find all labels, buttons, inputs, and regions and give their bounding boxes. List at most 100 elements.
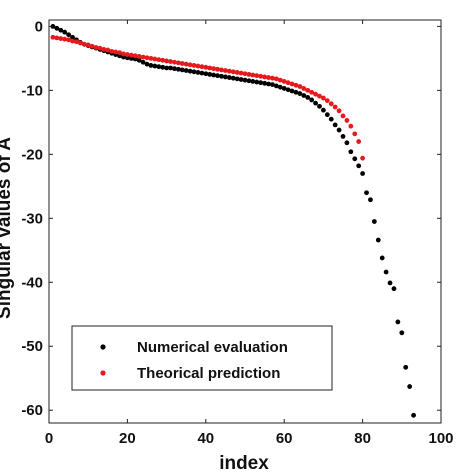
data-point [160, 57, 166, 63]
data-point [262, 80, 267, 86]
data-point [203, 64, 209, 70]
data-point [407, 384, 413, 389]
data-point [324, 112, 330, 118]
data-point [152, 56, 158, 62]
data-point [387, 280, 393, 286]
y-tick-label: -30 [21, 210, 43, 227]
data-point [340, 113, 346, 119]
data-point [383, 269, 389, 275]
data-point [317, 103, 322, 109]
data-point [270, 75, 275, 81]
data-point [344, 118, 350, 123]
series-1 [50, 34, 365, 161]
data-point [191, 63, 197, 68]
data-point [313, 91, 318, 97]
data-point [344, 140, 350, 146]
data-point [254, 79, 260, 85]
data-point [234, 70, 240, 75]
data-point [293, 82, 299, 88]
x-tick-label: 60 [276, 430, 293, 447]
data-point [211, 66, 217, 72]
data-point [58, 36, 64, 41]
data-point [258, 73, 264, 79]
data-point [85, 42, 91, 48]
data-point [368, 197, 373, 203]
data-point [242, 77, 248, 83]
data-point [289, 81, 295, 87]
data-point [266, 75, 271, 80]
data-point [360, 171, 365, 176]
data-point [215, 73, 220, 79]
data-point [136, 57, 142, 63]
data-point [281, 79, 287, 84]
data-point [179, 67, 185, 73]
data-point [195, 70, 201, 75]
data-point [277, 77, 283, 83]
data-point [285, 80, 291, 86]
data-point [223, 74, 228, 80]
y-axis-ticks: 0 -10 -20 -30 -40 -50 -60 [21, 18, 441, 419]
data-point [328, 101, 334, 107]
data-point [375, 237, 381, 243]
data-point [250, 72, 256, 78]
data-point [215, 66, 220, 72]
data-point [58, 27, 64, 33]
data-point [297, 91, 303, 96]
plot-area [48, 19, 442, 424]
data-point [266, 81, 271, 87]
data-point [234, 76, 240, 82]
x-tick-label: 0 [45, 430, 53, 447]
data-point [348, 123, 354, 129]
data-point [81, 41, 87, 47]
data-point [324, 98, 330, 103]
data-point [187, 68, 193, 74]
data-point [301, 86, 307, 91]
data-point [340, 134, 346, 139]
data-point [144, 61, 150, 67]
data-point [395, 319, 401, 325]
data-point [226, 68, 232, 74]
data-point [132, 53, 138, 59]
legend-entry: Numerical evaluation [137, 339, 288, 356]
data-point [246, 78, 252, 84]
data-point [172, 66, 177, 72]
data-point [391, 286, 397, 292]
x-tick-label: 80 [354, 430, 371, 447]
data-point [242, 71, 248, 77]
x-tick-label: 40 [197, 430, 214, 447]
y-tick-label: -40 [21, 274, 43, 291]
data-point [62, 36, 68, 42]
x-tick-label: 20 [119, 430, 136, 447]
data-point [172, 59, 177, 65]
data-point [199, 64, 205, 70]
legend-box [71, 325, 333, 391]
data-point [70, 38, 75, 44]
data-point [230, 69, 236, 75]
data-point [313, 100, 318, 106]
data-point [219, 67, 224, 73]
data-point [250, 79, 256, 84]
data-point [238, 77, 244, 82]
data-point [285, 87, 291, 93]
data-point [117, 50, 122, 56]
data-point [238, 70, 244, 76]
data-point [207, 71, 213, 77]
data-point [203, 71, 209, 77]
data-point [277, 84, 283, 90]
data-point [152, 63, 158, 69]
data-point [352, 131, 358, 137]
data-point [305, 95, 311, 100]
data-point [183, 61, 189, 67]
data-point [262, 74, 267, 80]
data-point [254, 73, 260, 79]
data-point [101, 47, 107, 52]
data-points [50, 23, 416, 418]
data-point [273, 76, 279, 82]
data-point [74, 39, 79, 45]
data-point [270, 82, 275, 88]
data-point [156, 57, 162, 63]
data-point [164, 58, 170, 64]
data-point [136, 54, 142, 59]
data-point [121, 51, 126, 57]
data-point [219, 73, 224, 79]
